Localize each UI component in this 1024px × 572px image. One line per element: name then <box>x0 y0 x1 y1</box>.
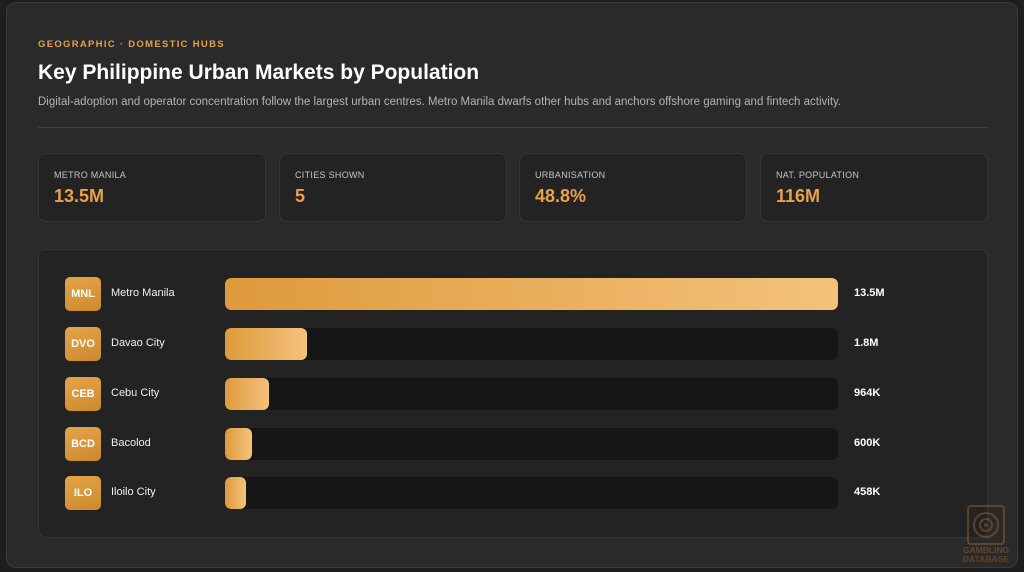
divider <box>38 127 988 128</box>
stat-label: URBANISATION <box>535 170 606 180</box>
bar-row: DVO Davao City 1.8M <box>39 327 987 361</box>
category-label: Iloilo City <box>111 486 156 498</box>
bar <box>225 477 246 509</box>
bar-track <box>225 428 838 460</box>
stat-national-population: NAT. POPULATION 116M <box>760 153 988 222</box>
category-label: Davao City <box>111 337 165 349</box>
category-label: Cebu City <box>111 387 160 399</box>
page-subtitle: Digital-adoption and operator concentrat… <box>38 96 842 108</box>
data-label: 13.5M <box>854 287 885 299</box>
stat-label: NAT. POPULATION <box>776 170 860 180</box>
bar <box>225 378 269 410</box>
stat-label: CITIES SHOWN <box>295 170 365 180</box>
data-label: 600K <box>854 437 881 449</box>
bar <box>225 328 307 360</box>
bar-track <box>225 477 838 509</box>
stat-urbanisation: URBANISATION 48.8% <box>519 153 747 222</box>
stat-value: 5 <box>295 186 306 206</box>
city-code-badge: ILO <box>65 476 101 510</box>
category-label: Metro Manila <box>111 287 175 299</box>
watermark-line-1: GAMBLING <box>962 545 1010 555</box>
city-code-badge: CEB <box>65 377 101 411</box>
roulette-wheel-icon <box>967 505 1005 545</box>
data-label: 1.8M <box>854 337 879 349</box>
city-code-badge: BCD <box>65 427 101 461</box>
bar-track <box>225 278 838 310</box>
data-label: 964K <box>854 387 881 399</box>
data-label: 458K <box>854 486 881 498</box>
stat-value: 13.5M <box>54 186 105 206</box>
bar-row: ILO Iloilo City 458K <box>39 476 987 510</box>
stat-value: 116M <box>776 186 821 206</box>
watermark-text: GAMBLING DATABASE <box>950 546 1022 564</box>
page-title: Key Philippine Urban Markets by Populati… <box>38 61 480 84</box>
bar-row: CEB Cebu City 964K <box>39 377 987 411</box>
stat-label: METRO MANILA <box>54 170 127 180</box>
bar-track <box>225 328 838 360</box>
watermark-logo: GAMBLING DATABASE <box>950 504 1022 570</box>
stat-metro-manila: METRO MANILA 13.5M <box>38 153 266 222</box>
watermark-line-2: DATABASE <box>963 554 1009 564</box>
bar-row: BCD Bacolod 600K <box>39 427 987 461</box>
chart-card: GEOGRAPHIC · DOMESTIC HUBS Key Philippin… <box>6 2 1018 568</box>
city-code-badge: MNL <box>65 277 101 311</box>
kicker: GEOGRAPHIC · DOMESTIC HUBS <box>38 39 225 50</box>
category-label: Bacolod <box>111 437 151 449</box>
bar-chart-panel: MNL Metro Manila 13.5M DVO Davao City 1.8M CEB… <box>38 249 988 538</box>
bar-row: MNL Metro Manila 13.5M <box>39 277 987 311</box>
city-code-badge: DVO <box>65 327 101 361</box>
bar <box>225 428 252 460</box>
stat-value: 48.8% <box>535 186 587 206</box>
bar-track <box>225 378 838 410</box>
bar <box>225 278 838 310</box>
stat-cities-shown: CITIES SHOWN 5 <box>279 153 507 222</box>
